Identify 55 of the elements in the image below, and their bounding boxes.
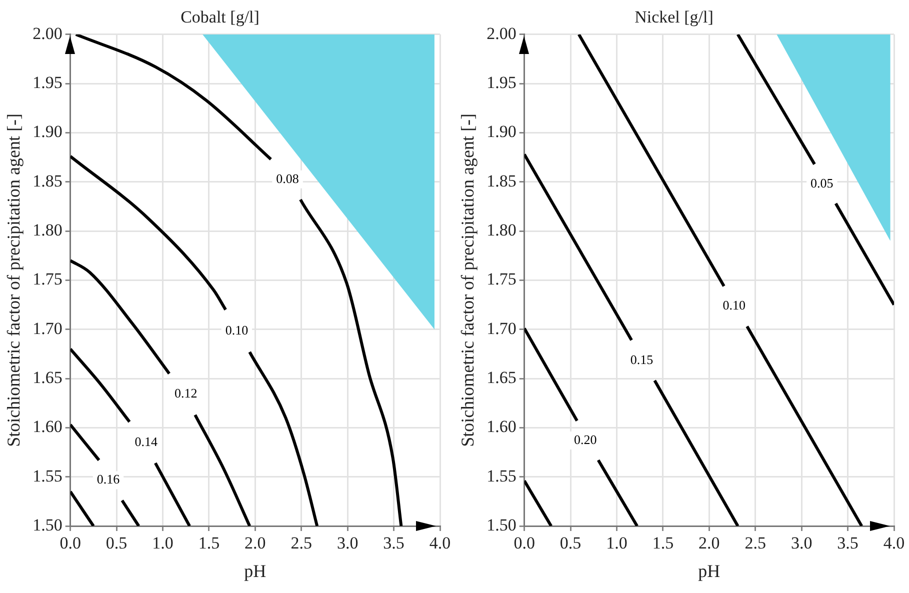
y-axis-title: Stoichiometric factor of precipitation agent [-]: [4, 114, 24, 447]
y-tick-label: 1.60: [32, 417, 62, 436]
y-tick-label: 1.90: [32, 122, 62, 142]
x-tick-label: 3.0: [336, 534, 358, 553]
x-tick-label: 0.0: [60, 534, 81, 553]
series-label: 0.05: [810, 175, 834, 190]
y-tick-label: 1.75: [32, 270, 62, 289]
x-tick-label: 3.5: [837, 534, 858, 553]
x-axis-title: pH: [698, 560, 720, 581]
y-tick-label: 1.55: [486, 466, 516, 486]
y-tick-label: 2.00: [32, 24, 62, 43]
series-label: 0.16: [96, 472, 120, 487]
x-tick-label: 2.5: [744, 534, 766, 553]
x-tick-label: 0.0: [514, 534, 535, 553]
y-tick-label: 1.70: [486, 318, 516, 338]
y-tick-label: 2.00: [486, 24, 516, 43]
y-tick-label: 1.55: [32, 466, 62, 486]
x-tick-label: 0.5: [106, 534, 128, 553]
y-tick-label: 1.95: [32, 73, 62, 92]
chart-title: Cobalt [g/l]: [180, 8, 260, 27]
x-tick-label: 3.5: [383, 534, 404, 553]
x-tick-label: 2.0: [244, 534, 266, 553]
x-tick-label: 1.5: [652, 534, 674, 553]
x-tick-label: 2.0: [698, 534, 720, 553]
y-tick-label: 1.65: [32, 368, 62, 387]
x-tick-label: 0.5: [560, 534, 582, 553]
y-axis-title: Stoichiometric factor of precipitation agent [-]: [458, 114, 478, 447]
y-tick-label: 1.65: [486, 368, 516, 387]
y-tick-label: 1.85: [32, 171, 62, 190]
x-axis-title: pH: [244, 560, 266, 581]
y-tick-label: 1.60: [486, 417, 516, 436]
x-tick-label: 4.0: [429, 534, 451, 553]
y-tick-label: 1.50: [486, 515, 516, 534]
y-tick-label: 1.75: [486, 270, 516, 289]
x-tick-label: 1.0: [152, 534, 174, 553]
y-tick-label: 1.80: [32, 220, 62, 240]
x-tick-label: 2.5: [290, 534, 312, 553]
chart-title: Nickel [g/l]: [634, 8, 714, 27]
y-tick-label: 1.70: [32, 318, 62, 338]
series-label: 0.15: [630, 352, 654, 367]
series-label: 0.10: [722, 298, 746, 313]
x-tick-label: 1.5: [198, 534, 220, 553]
y-tick-label: 1.85: [486, 171, 516, 190]
series-label: 0.08: [276, 170, 299, 186]
y-tick-label: 1.80: [486, 220, 516, 240]
series-label: 0.20: [574, 432, 597, 447]
series-label: 0.12: [174, 386, 198, 401]
y-tick-label: 1.90: [486, 122, 516, 142]
x-tick-label: 3.0: [790, 534, 812, 553]
x-tick-label: 1.0: [606, 534, 628, 553]
series-label: 0.10: [225, 322, 248, 338]
x-tick-label: 4.0: [883, 534, 905, 553]
series-label: 0.14: [134, 434, 158, 449]
y-tick-label: 1.50: [32, 515, 62, 534]
y-tick-label: 1.95: [486, 73, 516, 92]
